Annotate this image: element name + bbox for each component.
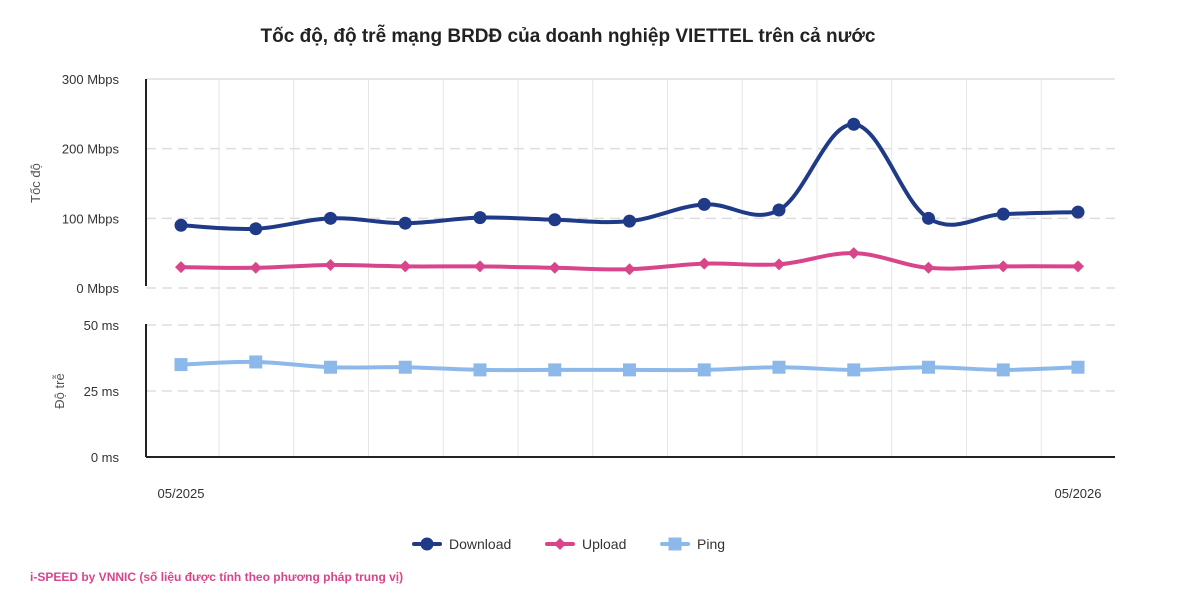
- data-point-ping: [249, 355, 263, 369]
- y-tick-label: 25 ms: [84, 384, 120, 399]
- data-point-download: [1071, 205, 1085, 219]
- data-point-download: [473, 211, 487, 225]
- y-tick-label: 300 Mbps: [62, 72, 120, 87]
- data-point-ping: [922, 360, 935, 374]
- series-line-download: [179, 122, 1080, 232]
- data-point-download: [847, 117, 861, 131]
- data-point-ping: [996, 363, 1010, 377]
- x-tick-label: 05/2026: [1055, 486, 1102, 501]
- legend-label-download: Download: [449, 536, 511, 552]
- x-tick-labels: 05/2025 05/2026: [158, 486, 1102, 501]
- data-point-upload: [175, 261, 187, 274]
- data-point-ping: [548, 363, 562, 377]
- data-point-download: [996, 207, 1010, 221]
- data-point-ping: [324, 360, 337, 374]
- y-tick-label: 50 ms: [84, 318, 120, 333]
- data-point-ping: [473, 363, 487, 377]
- x-tick-label: 05/2025: [158, 486, 205, 501]
- data-point-ping: [623, 363, 636, 377]
- data-point-download: [772, 203, 786, 217]
- data-point-upload: [922, 261, 935, 274]
- legend-label-upload: Upload: [582, 536, 626, 552]
- data-point-upload: [324, 259, 337, 272]
- legend-marker-download: [420, 537, 434, 551]
- data-point-upload: [847, 247, 860, 260]
- data-point-upload: [623, 263, 636, 276]
- data-point-download: [922, 211, 935, 225]
- data-point-download: [174, 218, 188, 232]
- data-point-upload: [997, 260, 1010, 273]
- y-tick-label: 100 Mbps: [62, 211, 120, 226]
- data-point-upload: [773, 258, 785, 271]
- legend-item-download[interactable]: Download: [412, 536, 511, 552]
- legend-label-ping: Ping: [697, 536, 725, 552]
- axes: 0 Mbps 100 Mbps 200 Mbps 300 Mbps Tốc độ 0 ms…: [28, 72, 1115, 465]
- y-tick-label: 0 Mbps: [76, 281, 119, 296]
- data-point-upload: [548, 261, 561, 274]
- y-axis-title: Tốc độ: [28, 163, 43, 203]
- data-point-ping: [398, 360, 412, 374]
- series-layer: [174, 117, 1085, 377]
- y-tick-label: 0 ms: [91, 450, 120, 465]
- legend-marker-ping: [668, 537, 682, 551]
- data-point-upload: [399, 260, 412, 273]
- data-point-download: [697, 197, 711, 211]
- data-point-upload: [698, 257, 711, 270]
- data-point-ping: [697, 363, 711, 377]
- data-point-upload: [1072, 260, 1084, 273]
- y-tick-label: 200 Mbps: [62, 142, 120, 157]
- data-point-download: [398, 216, 412, 230]
- legend-marker-upload: [554, 538, 566, 550]
- data-point-download: [249, 222, 263, 236]
- data-point-ping: [1071, 360, 1085, 374]
- data-point-upload: [249, 261, 262, 274]
- data-point-download: [324, 211, 337, 225]
- legend[interactable]: Download Upload Ping: [412, 536, 725, 552]
- y-axis-title: Độ trễ: [52, 373, 67, 408]
- data-point-upload: [474, 260, 486, 273]
- data-point-download: [548, 213, 562, 227]
- chart-title: Tốc độ, độ trễ mạng BRDĐ của doanh nghiệ…: [261, 25, 876, 47]
- data-point-ping: [174, 358, 188, 372]
- legend-item-ping[interactable]: Ping: [660, 536, 725, 552]
- data-point-download: [623, 214, 636, 228]
- legend-item-upload[interactable]: Upload: [545, 536, 626, 552]
- data-point-ping: [772, 360, 786, 374]
- source-footer: i-SPEED by VNNIC (số liệu được tính theo…: [30, 570, 404, 584]
- data-point-ping: [847, 363, 861, 377]
